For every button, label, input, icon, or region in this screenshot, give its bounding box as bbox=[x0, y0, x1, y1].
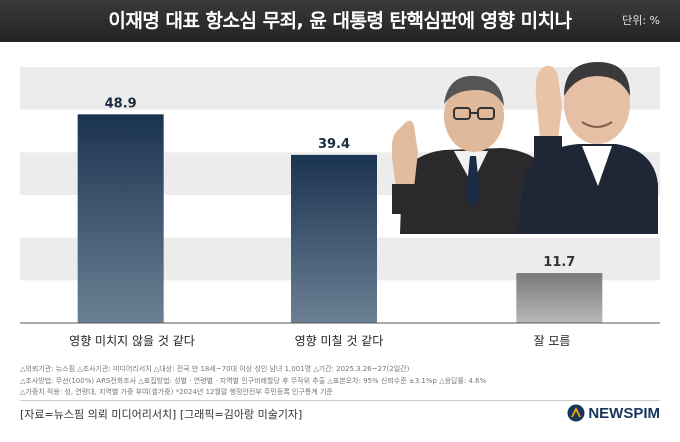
chart-title: 이재명 대표 항소심 무죄, 윤 대통령 탄핵심판에 영향 미치나 bbox=[108, 10, 572, 32]
right-figure bbox=[518, 62, 658, 234]
left-figure bbox=[392, 75, 557, 234]
bar bbox=[77, 114, 164, 323]
category-label: 잘 모름 bbox=[533, 334, 571, 348]
footnote-line: △의뢰기관: 뉴스핌 △조사기관: 미디어리서치 △대상: 전국 만 18세~7… bbox=[20, 365, 410, 373]
value-label: 48.9 bbox=[105, 96, 137, 111]
category-label: 영향 미치지 않을 것 같다 bbox=[69, 334, 195, 348]
politicians-photo bbox=[392, 62, 658, 234]
header-bar bbox=[0, 0, 680, 42]
divider bbox=[20, 400, 660, 401]
value-label: 11.7 bbox=[543, 255, 575, 270]
footnote-line: △조사방법: 무선(100%) ARS전화조사 △표집방법: 성별 · 연령별 … bbox=[20, 376, 487, 385]
footnote-line: △가중치 적용: 성, 연령대, 지역별 가중 부여(셀가중) *2024년 1… bbox=[20, 388, 333, 396]
newspim-logo-text: NEWSPIM bbox=[588, 404, 660, 422]
newspim-logo: NEWSPIM bbox=[567, 404, 660, 422]
bar bbox=[516, 273, 603, 323]
newspim-logo-icon bbox=[567, 404, 585, 422]
bar bbox=[291, 154, 377, 323]
survey-footnotes: △의뢰기관: 뉴스핌 △조사기관: 미디어리서치 △대상: 전국 만 18세~7… bbox=[20, 364, 660, 399]
category-label: 영향 미칠 것 같다 bbox=[294, 334, 384, 348]
unit-label: 단위: % bbox=[622, 14, 660, 27]
source-credit: [자료=뉴스핌 의뢰 미디어리서치] [그래픽=김아랑 미술기자] bbox=[20, 408, 303, 421]
value-label: 39.4 bbox=[318, 137, 350, 152]
